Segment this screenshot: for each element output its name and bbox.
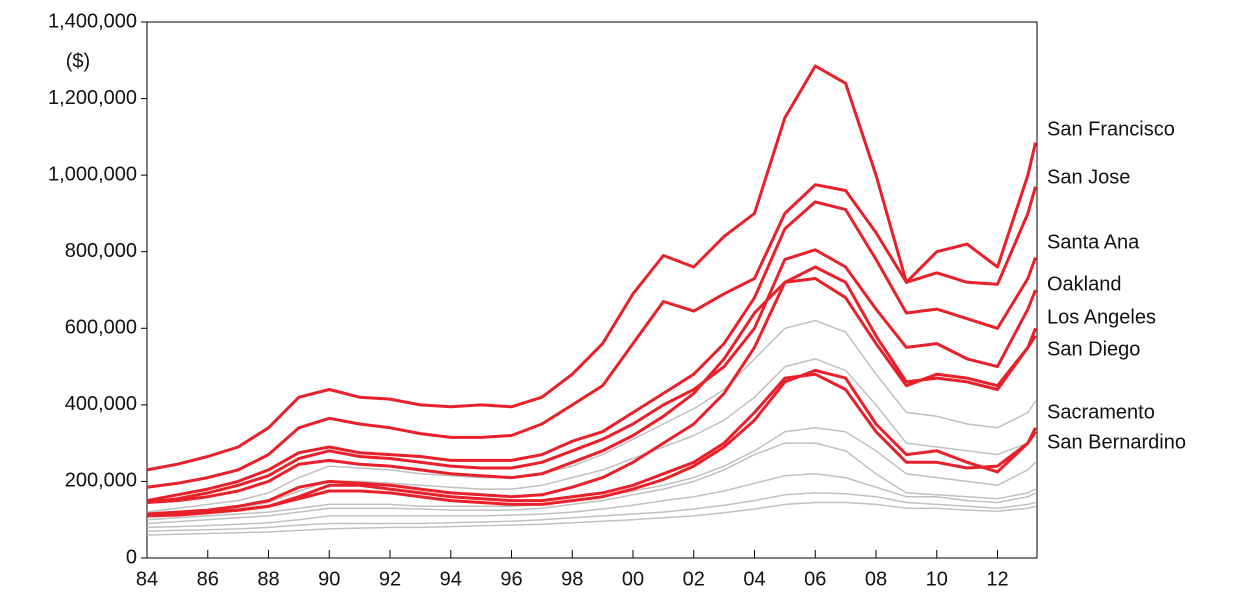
background-line — [146, 501, 1036, 536]
background-line — [146, 319, 1037, 513]
x-tick-label: 02 — [683, 568, 705, 590]
x-tick-label: 06 — [804, 568, 826, 590]
y-tick-label: 1,200,000 — [48, 87, 137, 109]
plot-frame — [146, 21, 1038, 559]
series-label: San Francisco — [1047, 118, 1175, 140]
highlight-line — [146, 368, 1037, 518]
background-line — [146, 492, 1036, 532]
x-tick-label: 12 — [986, 568, 1008, 590]
x-tick-label: 94 — [440, 568, 462, 590]
x-tick-label: 00 — [622, 568, 644, 590]
x-tick-label: 98 — [561, 568, 583, 590]
series-label: Santa Ana — [1047, 231, 1140, 253]
x-tick-label: 92 — [379, 568, 401, 590]
series-label: Sacramento — [1047, 401, 1155, 423]
y-tick-label: 400,000 — [65, 393, 137, 415]
background-line — [146, 358, 1037, 517]
x-tick-label: 08 — [865, 568, 887, 590]
x-tick-label: 96 — [500, 568, 522, 590]
highlight-line — [146, 372, 1037, 518]
series-label: Oakland — [1047, 273, 1122, 295]
series-label: San Jose — [1047, 166, 1130, 188]
highlight-line — [146, 64, 1037, 472]
highlight-line — [146, 183, 1037, 489]
y-tick-label: 0 — [126, 546, 137, 568]
x-tick-label: 04 — [743, 568, 765, 590]
y-tick-label: 600,000 — [65, 317, 137, 339]
x-tick-label: 84 — [136, 568, 158, 590]
background-line — [146, 473, 1036, 529]
y-tick-label: 800,000 — [65, 240, 137, 262]
x-tick-label: 88 — [257, 568, 279, 590]
x-tick-label: 86 — [197, 568, 219, 590]
highlight-line — [146, 248, 1037, 504]
highlight-line — [146, 277, 1037, 504]
highlight-line — [146, 200, 1037, 503]
series-label: San Bernardino — [1047, 431, 1186, 453]
y-tick-label: 1,000,000 — [48, 163, 137, 185]
series-label: San Diego — [1047, 338, 1140, 360]
x-tick-label: 10 — [926, 568, 948, 590]
y-tick-label: 200,000 — [65, 470, 137, 492]
highlight-line — [146, 265, 1037, 516]
x-tick-label: 90 — [318, 568, 340, 590]
background-line — [146, 442, 1036, 525]
y-axis-label: ($) — [66, 50, 90, 72]
y-tick-label: 1,400,000 — [48, 10, 137, 32]
series-label: Los Angeles — [1047, 306, 1156, 328]
